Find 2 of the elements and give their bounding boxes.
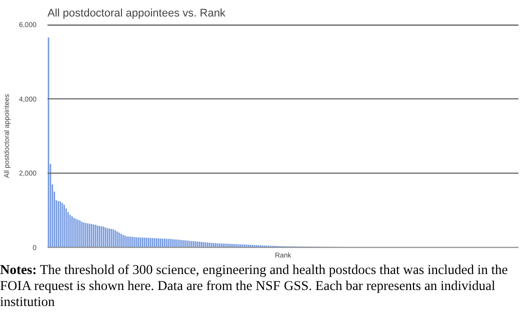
text: Notes: The threshold of 300 science, engineering and health postdocs that was included in the FOIA request is shown here. Data are from the NSF GSS. Each bar represents an individual institution xyxy=(0,262,509,311)
chart-title: All postdoctoral appointees vs. Rank xyxy=(48,8,226,20)
